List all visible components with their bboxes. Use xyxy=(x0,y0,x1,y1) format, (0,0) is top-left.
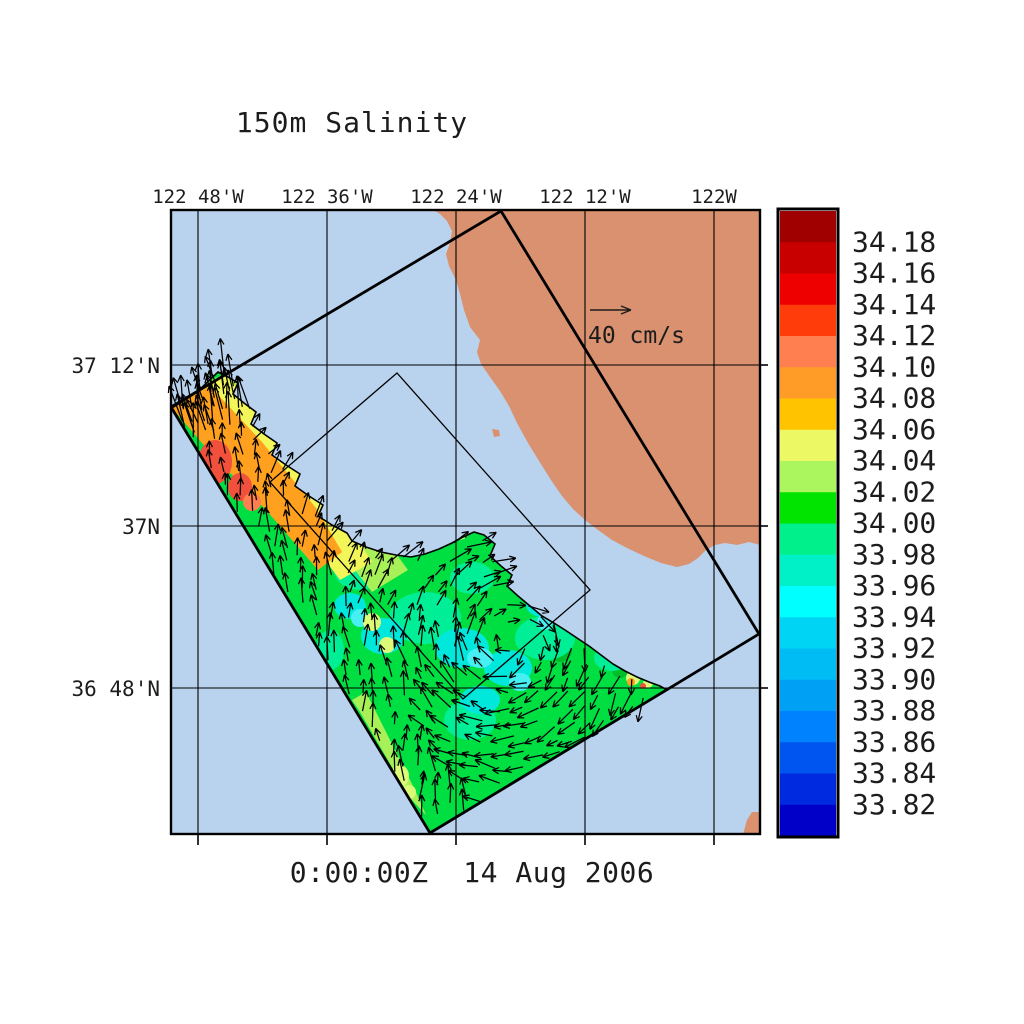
colorbar-value-label: 33.84 xyxy=(852,757,936,790)
axis-ticks xyxy=(197,364,768,845)
longitude-tick-label: 122 24'W xyxy=(410,186,502,208)
colorbar-segment xyxy=(780,617,836,650)
colorbar-segment xyxy=(780,242,836,275)
longitude-tick-label: 122 36'W xyxy=(281,186,373,208)
colorbar-segment xyxy=(780,398,836,431)
colorbar-segment xyxy=(780,336,836,368)
colorbar-value-label: 34.14 xyxy=(852,288,936,321)
colorbar-border xyxy=(776,207,840,839)
colorbar-segment xyxy=(780,648,836,681)
colorbar-value-label: 34.18 xyxy=(852,225,936,258)
map-frame xyxy=(169,208,762,836)
colorbar-segment xyxy=(780,554,836,587)
latitude-axis-labels: 37 12'N 37N 36 48'N xyxy=(71,354,160,701)
colorbar-value-label: 33.88 xyxy=(852,694,936,727)
colorbar-value-label: 33.86 xyxy=(852,725,936,758)
colorbar-value-label: 34.08 xyxy=(852,382,936,415)
figure-title: 150m Salinity xyxy=(236,106,468,139)
colorbar-segment xyxy=(780,523,836,556)
colorbar-segment xyxy=(780,742,836,775)
latitude-tick-label: 37N xyxy=(122,515,160,539)
colorbar-value-label: 34.00 xyxy=(852,507,936,540)
colorbar-segment xyxy=(780,461,836,493)
colorbar-value-label: 34.12 xyxy=(852,319,936,352)
latitude-tick-label: 36 48'N xyxy=(71,677,160,701)
latitude-tick-label: 37 12'N xyxy=(71,354,160,378)
land-mass-coastline xyxy=(433,210,760,567)
longitude-tick-label: 122W xyxy=(691,186,737,208)
colorbar: 34.1834.1634.1434.1234.1034.0834.0634.04… xyxy=(776,207,936,839)
colorbar-segment xyxy=(780,711,836,743)
colorbar-value-label: 33.96 xyxy=(852,569,936,602)
offshore-island xyxy=(492,429,500,437)
longitude-axis-labels: 122 48'W 122 36'W 122 24'W 122 12'W 122W xyxy=(152,186,737,208)
colorbar-tick-labels: 34.1834.1634.1434.1234.1034.0834.0634.04… xyxy=(852,225,936,821)
colorbar-segment xyxy=(780,492,836,525)
inner-sampling-box xyxy=(269,372,591,700)
timestamp-label: 0:00:00Z 14 Aug 2006 xyxy=(290,856,655,889)
colorbar-value-label: 34.02 xyxy=(852,475,936,508)
colorbar-segment xyxy=(780,211,836,243)
colorbar-value-label: 34.06 xyxy=(852,413,936,446)
colorbar-segment xyxy=(780,586,836,618)
colorbar-segment xyxy=(780,429,836,462)
longitude-tick-label: 122 48'W xyxy=(152,186,244,208)
colorbar-segment xyxy=(780,804,836,837)
colorbar-value-label: 34.10 xyxy=(852,350,936,383)
colorbar-segment xyxy=(780,679,836,712)
colorbar-value-label: 34.16 xyxy=(852,257,936,290)
land-patch-south xyxy=(743,812,760,834)
colorbar-value-label: 33.82 xyxy=(852,788,936,821)
colorbar-value-label: 33.92 xyxy=(852,632,936,665)
colorbar-value-label: 34.04 xyxy=(852,444,936,477)
colorbar-segment xyxy=(780,367,836,400)
longitude-tick-label: 122 12'W xyxy=(539,186,631,208)
colorbar-value-label: 33.94 xyxy=(852,600,936,633)
colorbar-value-label: 33.98 xyxy=(852,538,936,571)
colorbar-value-label: 33.90 xyxy=(852,663,936,696)
scale-arrow-label: 40 cm/s xyxy=(588,323,685,349)
colorbar-segments xyxy=(780,211,836,837)
scale-arrow-icon xyxy=(590,305,632,315)
salinity-field-outline xyxy=(170,371,669,835)
colorbar-segment xyxy=(780,773,836,806)
current-vector-arrows xyxy=(167,338,644,817)
velocity-scale: 40 cm/s xyxy=(588,305,685,349)
colorbar-segment xyxy=(780,273,836,306)
colorbar-segment xyxy=(780,304,836,337)
